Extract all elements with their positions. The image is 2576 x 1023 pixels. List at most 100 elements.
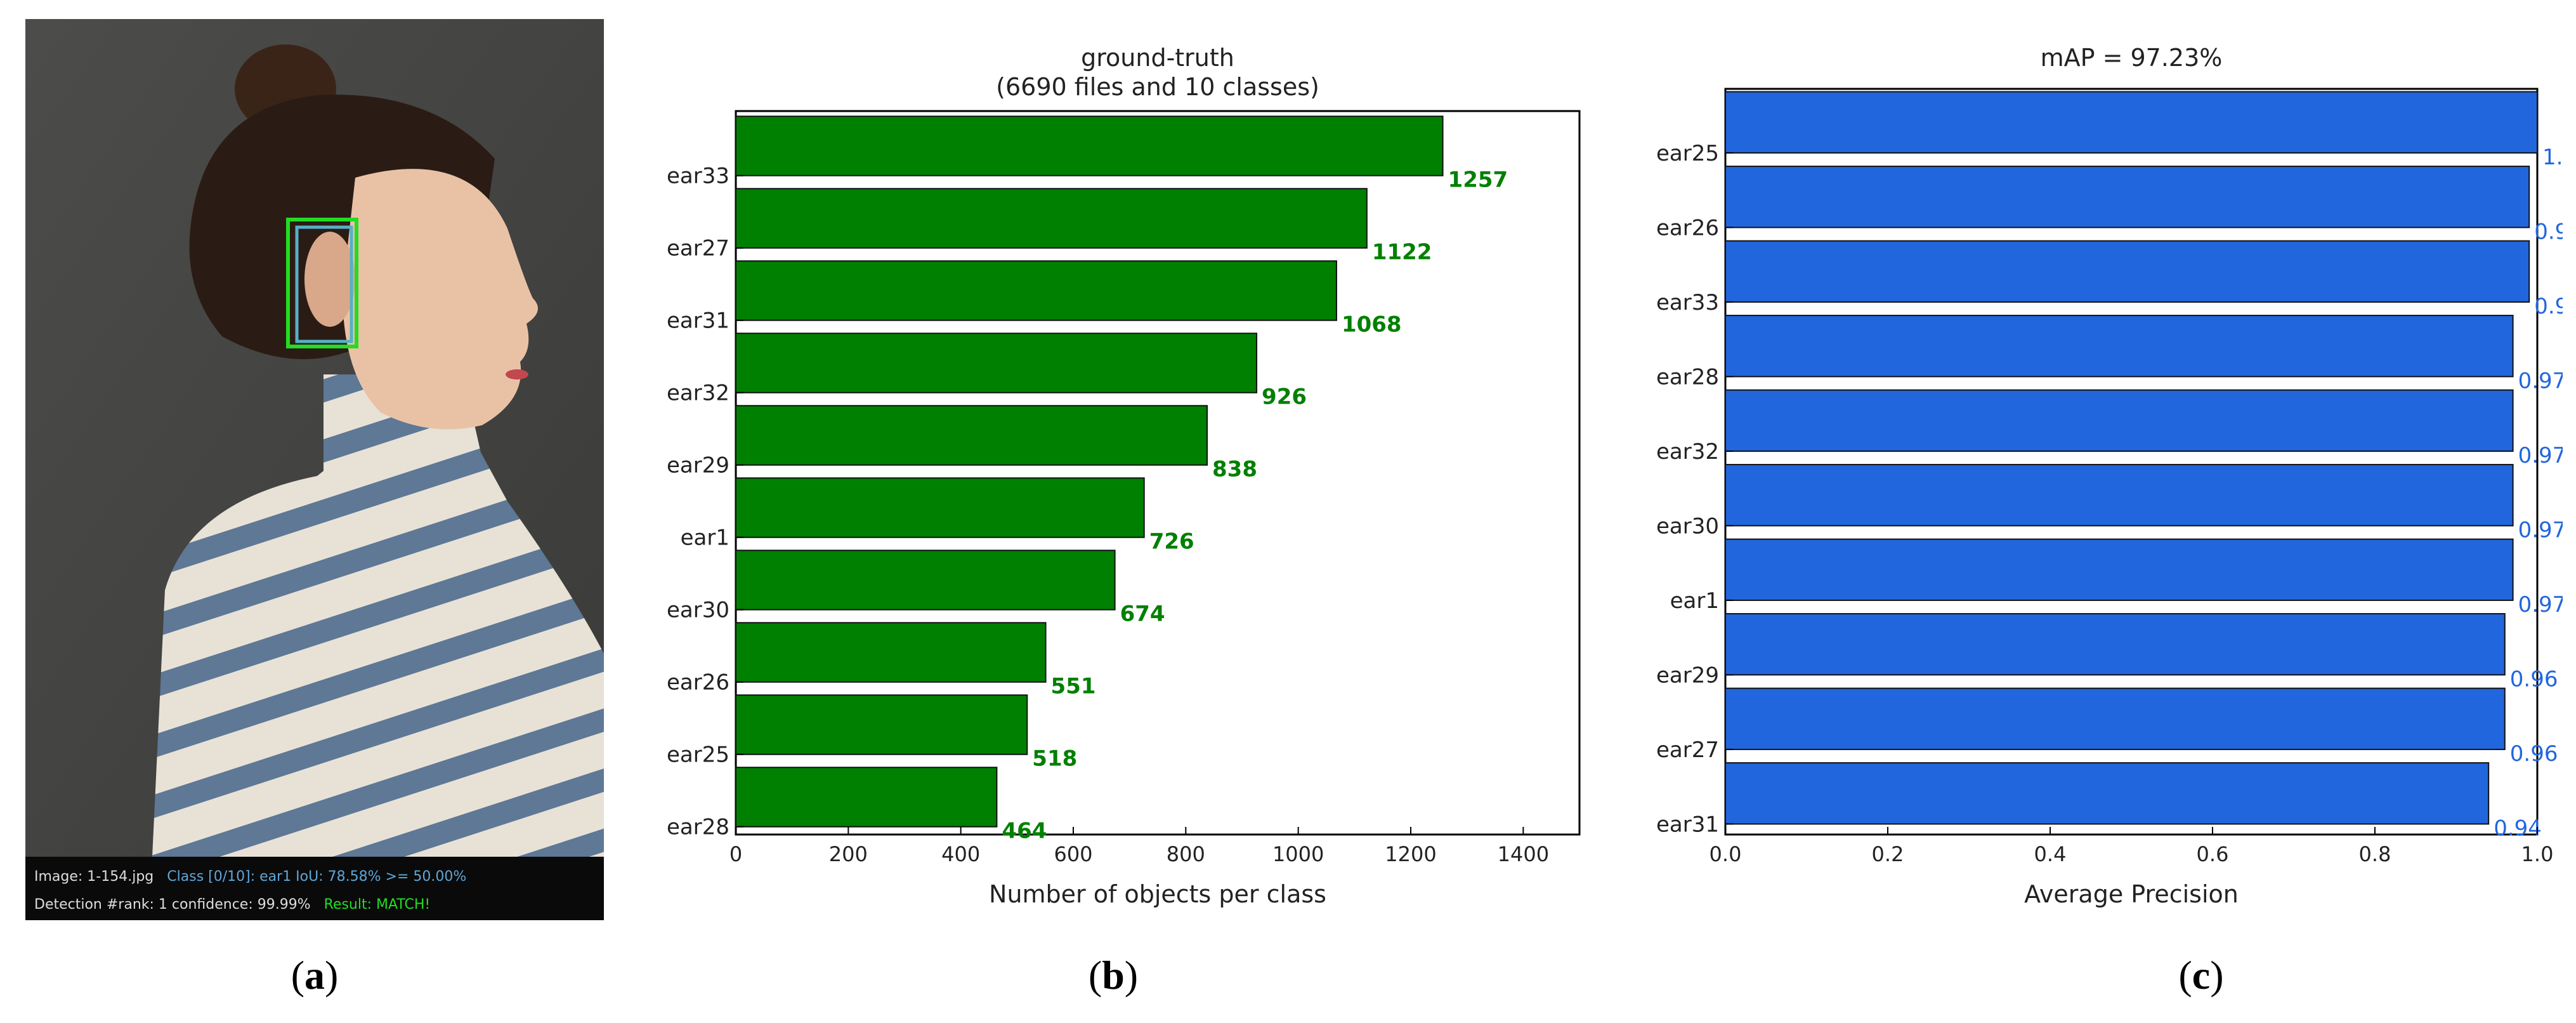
- x-tick-label-0.4: 0.4: [2034, 842, 2067, 866]
- map-chart-panel: mAP = 97.23% ear251.0ear260.99ear330.99e…: [1624, 19, 2576, 920]
- category-label-ear33: ear33: [1656, 290, 1719, 315]
- category-label-ear25: ear25: [1656, 141, 1719, 166]
- face-shape: [343, 169, 538, 430]
- category-label-ear1: ear1: [1670, 588, 1719, 614]
- bar-ear31: [735, 260, 1337, 321]
- caption-a: (a): [291, 953, 339, 998]
- detection-box: [295, 225, 353, 343]
- average-precision-chart: mAP = 97.23% ear251.0ear260.99ear330.99e…: [1656, 44, 2576, 908]
- caption-b: (b): [1088, 953, 1139, 998]
- category-label-ear29: ear29: [667, 453, 729, 478]
- plot-frame: [735, 110, 1581, 836]
- data-label-ear25: 1.0: [2542, 145, 2563, 170]
- data-label-ear33: 1257: [1448, 168, 1508, 193]
- bar-marks: ear25 1.0 ear26 0.99 ear33 0.99 ear28 0.97 ear32…: [1656, 91, 2576, 866]
- detection-photo: Image: 1-154.jpg Class [0/10]: ear1 IoU:…: [25, 19, 604, 920]
- chart-title: mAP = 97.23%: [2041, 44, 2223, 72]
- bar-ear27: [1725, 687, 2506, 750]
- bar-ear32: [735, 333, 1258, 393]
- ground-truth-chart: ground-truth (6690 files and 10 classes)…: [667, 44, 1581, 908]
- category-label-ear27: ear27: [667, 236, 729, 261]
- info-line2: Detection #rank: 1 confidence: 99.99% Re…: [34, 897, 430, 913]
- lips-shape: [506, 369, 528, 380]
- bar-ear1: [1725, 538, 2514, 601]
- category-label-ear32: ear32: [1656, 439, 1719, 465]
- data-label-ear30: 0.97: [2518, 517, 2563, 543]
- category-label-ear30: ear30: [667, 598, 729, 623]
- sweater-shape: [152, 425, 604, 857]
- bar-ear31: [1725, 762, 2490, 825]
- data-label-ear29: 0.96: [2510, 666, 2558, 692]
- bar-ear29: [1725, 613, 2506, 676]
- x-tick-label-800: 800: [1167, 842, 1205, 866]
- data-label-ear25: 518: [1032, 746, 1077, 772]
- category-label-ear25: ear25: [667, 742, 729, 768]
- x-tick-label-1.0: 1.0: [2521, 842, 2554, 866]
- bar-ear1: [735, 477, 1145, 538]
- data-label-ear1: 726: [1149, 529, 1194, 555]
- category-label-ear1: ear1: [681, 525, 729, 551]
- bar-ear30: [1725, 464, 2514, 527]
- x-tick-label-0.6: 0.6: [2197, 842, 2229, 866]
- data-label-ear26: 551: [1051, 674, 1096, 699]
- data-label-ear26: 0.99: [2534, 219, 2563, 244]
- info-result: Result: MATCH!: [324, 897, 431, 913]
- chart-subtitle: (6690 files and 10 classes): [996, 73, 1319, 101]
- category-label-ear32: ear32: [667, 381, 729, 406]
- x-tick-label-200: 200: [829, 842, 868, 866]
- info-detection: Detection #rank: 1 confidence: 99.99%: [34, 897, 311, 913]
- category-label-ear33: ear33: [667, 164, 729, 189]
- category-label-ear26: ear26: [1656, 215, 1719, 241]
- category-label-ear31: ear31: [1656, 812, 1719, 837]
- bar-ear32: [1725, 389, 2514, 452]
- bar-ear30: [735, 550, 1116, 610]
- data-label-ear27: 0.96: [2510, 741, 2558, 767]
- ground-truth-chart-panel: ground-truth (6690 files and 10 classes)…: [628, 19, 1599, 920]
- bar-ear33: [735, 116, 1444, 176]
- bar-ear33: [1725, 240, 2530, 303]
- bar-marks: ear33 1257 ear27 1122 ear31 1068 ear32 926 ear29…: [667, 116, 1549, 866]
- caption-c: (c): [2178, 953, 2224, 998]
- category-label-ear31: ear31: [667, 308, 729, 334]
- category-label-ear26: ear26: [667, 670, 729, 696]
- data-label-ear32: 926: [1262, 385, 1307, 410]
- category-label-ear30: ear30: [1656, 513, 1719, 539]
- category-label-ear28: ear28: [1656, 364, 1719, 390]
- caption-c-letter: c: [2192, 953, 2211, 998]
- data-label-ear28: 464: [1002, 819, 1047, 844]
- category-label-ear28: ear28: [667, 815, 729, 840]
- info-class-iou: Class [0/10]: ear1 IoU: 78.58% >= 50.00%: [167, 869, 466, 885]
- x-axis-label: Average Precision: [2024, 880, 2239, 908]
- info-line1: Image: 1-154.jpg Class [0/10]: ear1 IoU:…: [34, 869, 466, 885]
- bar-ear28: [1725, 315, 2514, 378]
- data-label-ear27: 1122: [1372, 240, 1432, 265]
- detection-photo-panel: Image: 1-154.jpg Class [0/10]: ear1 IoU:…: [25, 19, 604, 920]
- data-label-ear31: 1068: [1342, 312, 1402, 338]
- x-tick-label-1000: 1000: [1272, 842, 1324, 866]
- bar-ear28: [735, 767, 998, 828]
- data-label-ear31: 0.94: [2494, 815, 2542, 841]
- category-label-ear27: ear27: [1656, 737, 1719, 763]
- info-bar: [25, 857, 604, 920]
- bar-ear27: [735, 188, 1368, 249]
- bar-ear26: [735, 622, 1047, 683]
- x-tick-label-0.2: 0.2: [1872, 842, 1904, 866]
- bar-ear25: [735, 694, 1028, 755]
- x-tick-label-1400: 1400: [1498, 842, 1549, 866]
- data-label-ear28: 0.97: [2518, 368, 2563, 393]
- bar-ear29: [735, 405, 1208, 466]
- x-tick-label-400: 400: [941, 842, 980, 866]
- data-label-ear30: 674: [1120, 602, 1165, 627]
- caption-a-letter: a: [304, 953, 325, 998]
- ear-shape: [304, 232, 355, 327]
- caption-b-letter: b: [1102, 953, 1125, 998]
- data-label-ear33: 0.99: [2534, 294, 2563, 319]
- x-axis-label: Number of objects per class: [989, 880, 1326, 908]
- bar-ear25: [1725, 91, 2538, 154]
- x-tick-label-600: 600: [1054, 842, 1092, 866]
- data-label-ear29: 838: [1212, 457, 1257, 482]
- bar-ear26: [1725, 166, 2530, 228]
- chart-title: ground-truth: [1081, 44, 1234, 72]
- x-tick-label-1200: 1200: [1385, 842, 1436, 866]
- plot-frame: [1724, 88, 2539, 836]
